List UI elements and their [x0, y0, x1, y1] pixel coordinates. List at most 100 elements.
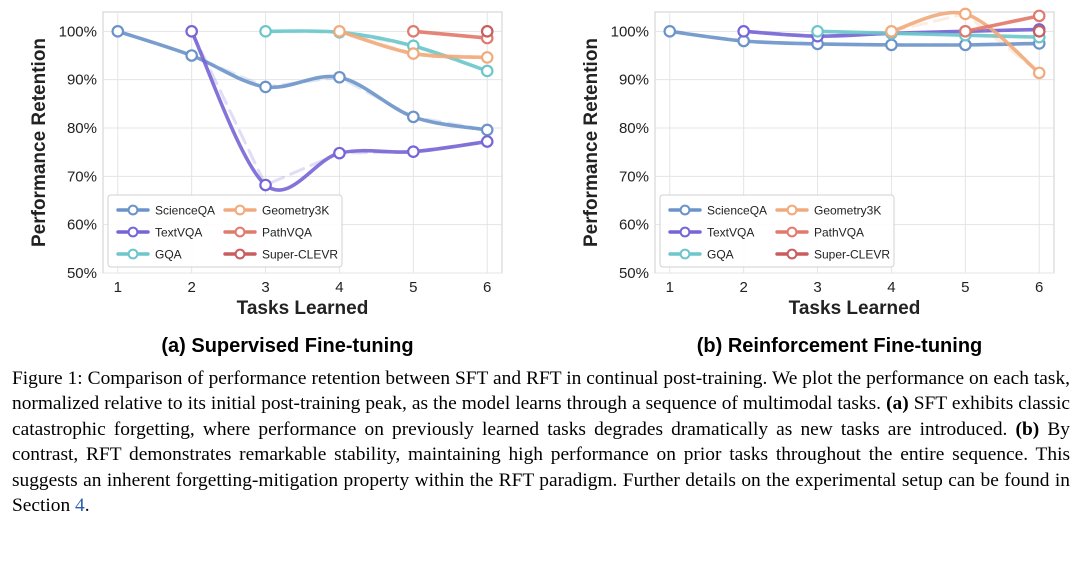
legend-label-pathvqa: PathVQA: [262, 226, 312, 240]
data-point-geometry3k: [333, 25, 346, 38]
x-tick-label: 4: [335, 279, 343, 296]
data-point-super-clevr: [480, 25, 494, 38]
y-tick-label: 70%: [67, 168, 97, 185]
y-axis-label: Performance Retention: [29, 38, 50, 247]
x-tick-label: 5: [409, 279, 417, 296]
legend-label-super-clevr: Super-CLEVR: [814, 248, 890, 262]
y-tick-label: 50%: [619, 265, 649, 282]
legend-marker-pathvqa: [786, 226, 798, 238]
legend-marker-textvqa: [679, 226, 691, 238]
y-tick-label: 90%: [67, 72, 97, 89]
data-point-scienceqa: [885, 38, 898, 52]
legend-label-super-clevr: Super-CLEVR: [262, 248, 338, 262]
data-point-textvqa: [407, 145, 420, 158]
data-point-scienceqa: [111, 25, 125, 38]
chart-subtitle: (a) Supervised Fine-tuning: [161, 335, 413, 357]
x-tick-label: 5: [961, 279, 969, 296]
data-point-textvqa: [480, 135, 494, 148]
legend-label-gqa: GQA: [707, 248, 734, 262]
figure-caption: Figure 1: Comparison of performance rete…: [12, 366, 1070, 518]
figure-charts: 50% 60% 70% 80% 90% 100% 1 2 3 4 5 6 Tasks Learned Pe…: [29, 7, 1055, 357]
legend-label-geometry3k: Geometry3K: [262, 204, 329, 218]
y-axis-label: Performance Retention: [581, 38, 602, 247]
series-line-gqa: [263, 29, 490, 73]
legend-label-scienceqa: ScienceQA: [707, 204, 767, 218]
series-line-gqa: [815, 29, 1042, 39]
data-point-scienceqa: [480, 123, 494, 137]
chart-subtitle: (b) Reinforcement Fine-tuning: [697, 335, 983, 357]
data-point-geometry3k: [407, 47, 420, 60]
legend-label-gqa: GQA: [155, 248, 182, 262]
data-point-pathvqa: [1032, 9, 1046, 23]
data-point-pathvqa: [959, 25, 972, 38]
caption-figure-label: Figure 1:: [12, 368, 83, 389]
data-point-textvqa: [737, 25, 750, 38]
x-tick-label: 6: [483, 279, 491, 296]
legend-marker-scienceqa: [679, 204, 691, 216]
caption-text-a: SFT exhibits classic catastrophic forget…: [12, 393, 1070, 440]
data-point-scienceqa: [407, 110, 420, 124]
data-point-pathvqa: [407, 25, 420, 38]
legend-label-scienceqa: ScienceQA: [155, 204, 215, 218]
chart-legend: ScienceQA TextVQA GQA Geometry3K PathVQA Supe…: [107, 194, 343, 268]
legend-marker-textvqa: [127, 226, 139, 238]
x-tick-label: 1: [114, 279, 122, 296]
caption-text-b: By contrast, RFT demonstrates remarkable…: [12, 418, 1070, 517]
legend-marker-gqa: [127, 248, 139, 260]
data-point-super-clevr: [1032, 25, 1046, 38]
y-tick-label: 60%: [619, 217, 649, 234]
data-point-geometry3k: [885, 25, 898, 38]
caption-label-a: (a): [886, 393, 909, 415]
chart-sft: 50% 60% 70% 80% 90% 100% 1 2 3 4 5 6 Tasks Learned Pe…: [29, 11, 503, 357]
data-point-textvqa: [259, 178, 272, 192]
legend-marker-scienceqa: [127, 204, 139, 216]
caption-label-b: (b): [1015, 418, 1040, 440]
x-axis-label: Tasks Learned: [237, 298, 369, 319]
x-tick-label: 3: [813, 279, 821, 296]
data-point-textvqa: [185, 25, 198, 38]
chart-legend: ScienceQA TextVQA GQA Geometry3K PathVQA Supe…: [659, 194, 895, 268]
data-point-scienceqa: [333, 70, 346, 84]
legend-label-geometry3k: Geometry3K: [814, 204, 881, 218]
legend-marker-geometry3k: [234, 204, 246, 216]
data-point-scienceqa: [185, 49, 198, 62]
data-point-geometry3k: [480, 51, 494, 64]
section-ref-link[interactable]: 4: [75, 495, 85, 517]
x-axis-label: Tasks Learned: [789, 298, 921, 319]
caption-end: .: [84, 495, 90, 517]
legend-marker-super-clevr: [234, 248, 246, 260]
legend-label-textvqa: TextVQA: [155, 226, 202, 240]
data-point-geometry3k: [1032, 66, 1046, 80]
data-point-scienceqa: [663, 25, 677, 38]
x-tick-label: 4: [887, 279, 895, 296]
data-point-gqa: [811, 25, 824, 38]
y-tick-label: 90%: [619, 72, 649, 89]
y-tick-label: 100%: [611, 23, 649, 40]
data-point-gqa: [259, 25, 272, 38]
legend-label-textvqa: TextVQA: [707, 226, 754, 240]
series-line-scienceqa: [667, 29, 1042, 47]
legend-marker-super-clevr: [786, 248, 798, 260]
x-tick-label: 2: [187, 279, 195, 296]
legend-label-pathvqa: PathVQA: [814, 226, 864, 240]
y-tick-label: 100%: [59, 23, 97, 40]
series-line-textvqa: [189, 29, 490, 192]
x-tick-label: 6: [1035, 279, 1043, 296]
chart-rft: 50% 60% 70% 80% 90% 100% 1 2 3 4 5 6 Tasks Learned Pe…: [581, 7, 1055, 357]
legend-marker-pathvqa: [234, 226, 246, 238]
y-tick-label: 80%: [619, 120, 649, 137]
legend-marker-gqa: [679, 248, 691, 260]
y-tick-label: 50%: [67, 265, 97, 282]
legend-marker-geometry3k: [786, 204, 798, 216]
x-tick-label: 1: [666, 279, 674, 296]
data-point-gqa: [480, 64, 494, 78]
caption-intro: Comparison of performance retention betw…: [12, 368, 1070, 415]
y-tick-label: 80%: [67, 120, 97, 137]
x-tick-label: 2: [739, 279, 747, 296]
data-point-geometry3k: [959, 7, 972, 21]
y-tick-label: 60%: [67, 217, 97, 234]
y-tick-label: 70%: [619, 168, 649, 185]
x-tick-label: 3: [261, 279, 269, 296]
data-point-scienceqa: [259, 80, 272, 94]
data-point-textvqa: [333, 146, 346, 160]
